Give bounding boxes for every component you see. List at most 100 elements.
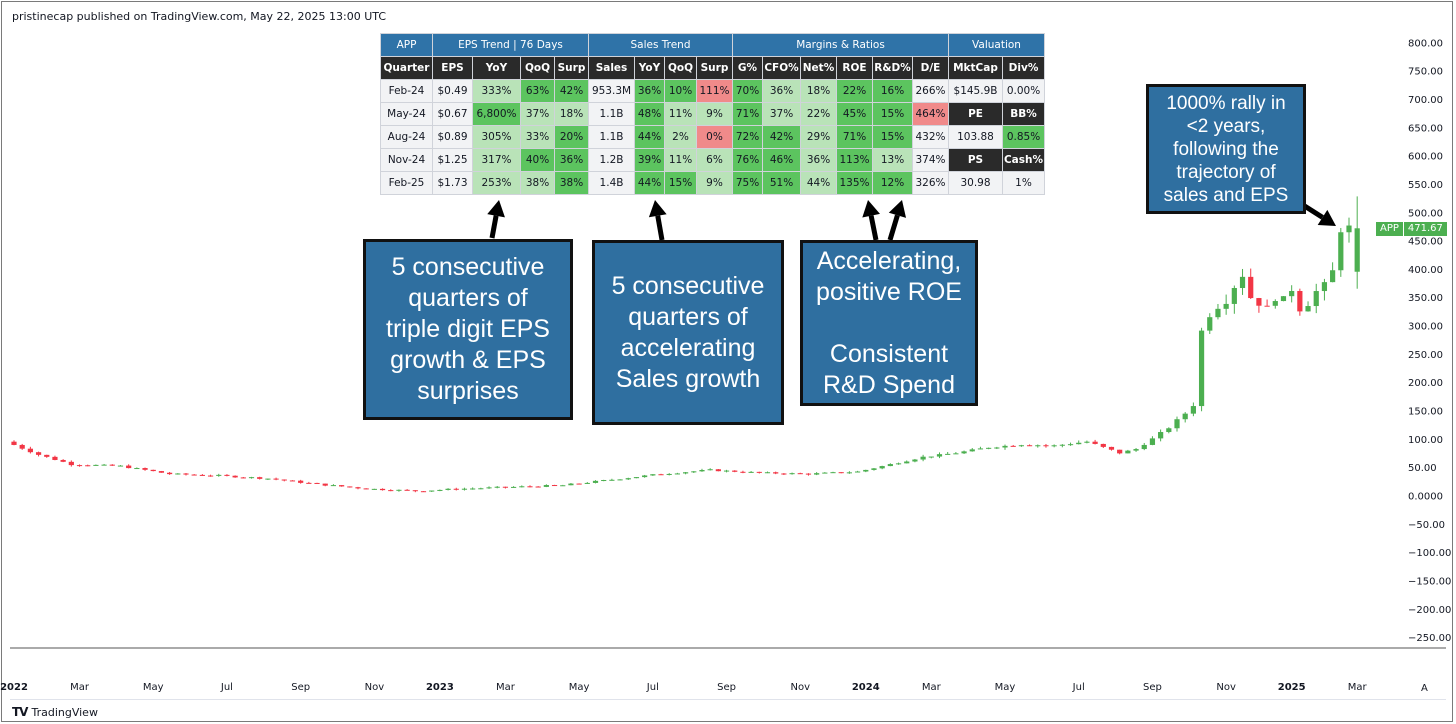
- candle-body: [1076, 442, 1082, 445]
- y-tick-label: 150.00: [1408, 407, 1443, 418]
- candle-body: [887, 464, 893, 467]
- table-cell: PE: [948, 102, 1003, 126]
- table-cell: 22%: [836, 79, 873, 103]
- table-cell: 6,800%: [472, 102, 521, 126]
- candle-body: [347, 486, 353, 488]
- candle-body: [543, 485, 549, 487]
- candle-body: [773, 472, 779, 474]
- table-cell: Feb-25: [380, 171, 433, 195]
- table-cell: 44%: [634, 171, 665, 195]
- candle-body: [1125, 450, 1131, 454]
- table-column-header: Sales: [588, 56, 635, 80]
- candle-body: [396, 489, 402, 491]
- candle-body: [797, 473, 803, 475]
- table-cell: Feb-24: [380, 79, 433, 103]
- candle-body: [625, 478, 631, 480]
- tradingview-brand[interactable]: 𝗧𝗩 TradingView: [12, 705, 98, 719]
- y-tick-label: 800.00: [1408, 38, 1443, 49]
- table-cell: 71%: [836, 125, 873, 149]
- table-cell: 30.98: [948, 171, 1003, 195]
- arrow-roe-head: [862, 200, 880, 218]
- table-cell: 9%: [696, 171, 733, 195]
- candle-body: [1321, 282, 1328, 292]
- arrow-rnd-shaft: [887, 214, 900, 241]
- candle-body: [871, 468, 877, 470]
- candle-body: [1133, 449, 1139, 451]
- table-column-header: R&D%: [872, 56, 913, 80]
- table-cell: 11%: [664, 148, 697, 172]
- table-cell: 1.4B: [588, 171, 635, 195]
- table-cell: 33%: [520, 125, 555, 149]
- table-cell: 76%: [732, 148, 763, 172]
- candle-body: [1346, 225, 1352, 233]
- table-cell: 266%: [912, 79, 949, 103]
- table-cell: 464%: [912, 102, 949, 126]
- candle-body: [576, 483, 582, 485]
- x-tick-label: May: [995, 682, 1016, 693]
- table-cell: 305%: [472, 125, 521, 149]
- candle-body: [568, 483, 574, 486]
- table-cell: $1.73: [432, 171, 473, 195]
- table-cell: Nov-24: [380, 148, 433, 172]
- table-cell: 374%: [912, 148, 949, 172]
- x-tick-label: Mar: [70, 682, 90, 693]
- table-cell: 22%: [800, 102, 837, 126]
- table-group-header: Valuation: [948, 33, 1045, 57]
- table-cell: 2%: [664, 125, 697, 149]
- candle-body: [986, 447, 992, 449]
- autoscale-button[interactable]: A: [1421, 683, 1428, 694]
- y-tick-label: 750.00: [1408, 67, 1443, 78]
- candle-body: [1248, 276, 1254, 299]
- table-column-header: YoY: [634, 56, 665, 80]
- candle-body: [691, 471, 697, 473]
- candle-body: [863, 469, 869, 472]
- candle-body: [19, 444, 25, 449]
- candle-body: [740, 471, 746, 473]
- candle-body: [1264, 305, 1270, 307]
- table-cell: 326%: [912, 171, 949, 195]
- brand-label: TradingView: [31, 705, 98, 719]
- candle-body: [904, 461, 910, 464]
- candle-body: [1297, 290, 1303, 312]
- candle-body: [322, 483, 328, 486]
- table-cell: 12%: [872, 171, 913, 195]
- candle-body: [912, 459, 918, 462]
- table-cell: 44%: [800, 171, 837, 195]
- footer-divider: [10, 699, 1446, 700]
- candle-body: [1043, 445, 1049, 447]
- x-tick-label: May: [569, 682, 590, 693]
- table-cell: 29%: [800, 125, 837, 149]
- candle-body: [551, 485, 558, 487]
- candle-body: [1051, 445, 1057, 447]
- table-column-header: ROE: [836, 56, 873, 80]
- candle-body: [584, 482, 590, 484]
- table-column-header: D/E: [912, 56, 949, 80]
- candle-body: [699, 470, 705, 472]
- x-tick-label: Jul: [646, 682, 659, 693]
- table-cell: 42%: [554, 79, 589, 103]
- candle-body: [830, 472, 836, 474]
- candle-body: [789, 473, 795, 475]
- candle-body: [994, 447, 1000, 449]
- candle-body: [429, 490, 435, 492]
- candle-body: [1280, 296, 1287, 302]
- y-tick-label: 700.00: [1408, 95, 1443, 106]
- candle-body: [961, 451, 967, 454]
- x-tick-label: Mar: [922, 682, 942, 693]
- candle-body: [1026, 445, 1033, 447]
- candle-body: [216, 474, 222, 476]
- candle-body: [183, 473, 189, 475]
- candle-body: [445, 488, 451, 490]
- candle-body: [44, 454, 50, 457]
- table-cell: 1.1B: [588, 102, 635, 126]
- table-cell: 18%: [554, 102, 589, 126]
- callout-eps-growth: 5 consecutive quarters of triple digit E…: [363, 239, 573, 420]
- candle-body: [52, 456, 58, 460]
- candle-body: [936, 454, 943, 457]
- candle-body: [1149, 438, 1156, 445]
- table-cell: $145.9B: [948, 79, 1003, 103]
- candle-body: [420, 491, 427, 493]
- x-tick-label: 2025: [1278, 682, 1306, 693]
